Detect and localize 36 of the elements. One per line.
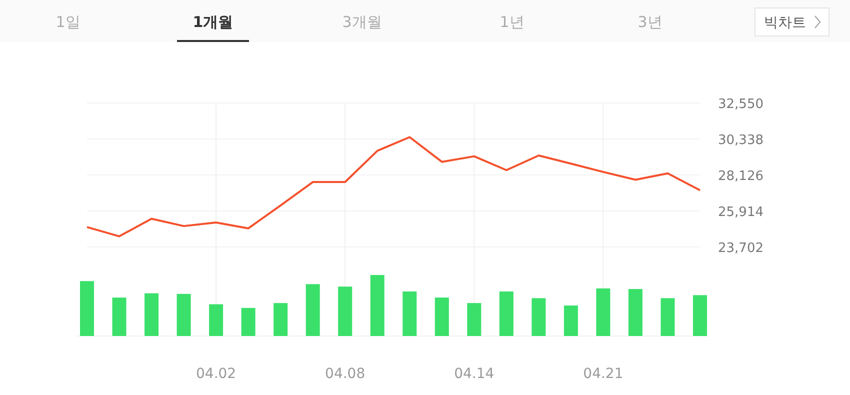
bar xyxy=(370,275,384,336)
text: 1개월 xyxy=(192,13,234,31)
y-tick-label: 25,914 xyxy=(718,204,764,220)
bar xyxy=(338,286,352,336)
bar xyxy=(532,298,546,336)
bar xyxy=(209,304,224,336)
y-tick-label: 28,126 xyxy=(718,168,764,184)
text: 1년 xyxy=(500,13,524,31)
bar xyxy=(80,281,94,336)
text: 1일 xyxy=(56,13,80,31)
bar xyxy=(306,284,320,336)
bar xyxy=(564,306,578,336)
y-tick-label: 23,702 xyxy=(718,240,764,256)
bar xyxy=(628,289,642,336)
bar xyxy=(434,298,449,336)
bar xyxy=(144,293,159,336)
x-tick-label: 04.08 xyxy=(325,366,366,382)
bar xyxy=(596,288,610,336)
chart-button: 빅차트 xyxy=(754,8,830,36)
text: 3개월 xyxy=(342,13,382,31)
text: 3년 xyxy=(638,13,662,31)
bar xyxy=(176,294,191,336)
x-tick-label: 04.14 xyxy=(454,366,494,382)
bar xyxy=(693,295,707,336)
x-tick-label: 04.21 xyxy=(583,366,624,382)
bar xyxy=(274,303,288,336)
y-tick-label: 30,338 xyxy=(718,132,764,148)
bar xyxy=(660,298,675,336)
bar xyxy=(112,298,126,336)
y-tick-label: 32,550 xyxy=(718,97,764,112)
x-tick-label: 04.02 xyxy=(196,366,236,382)
bar xyxy=(402,291,417,336)
bar xyxy=(241,308,256,336)
bar xyxy=(467,303,482,336)
line-series xyxy=(86,136,701,238)
bar xyxy=(499,291,514,336)
